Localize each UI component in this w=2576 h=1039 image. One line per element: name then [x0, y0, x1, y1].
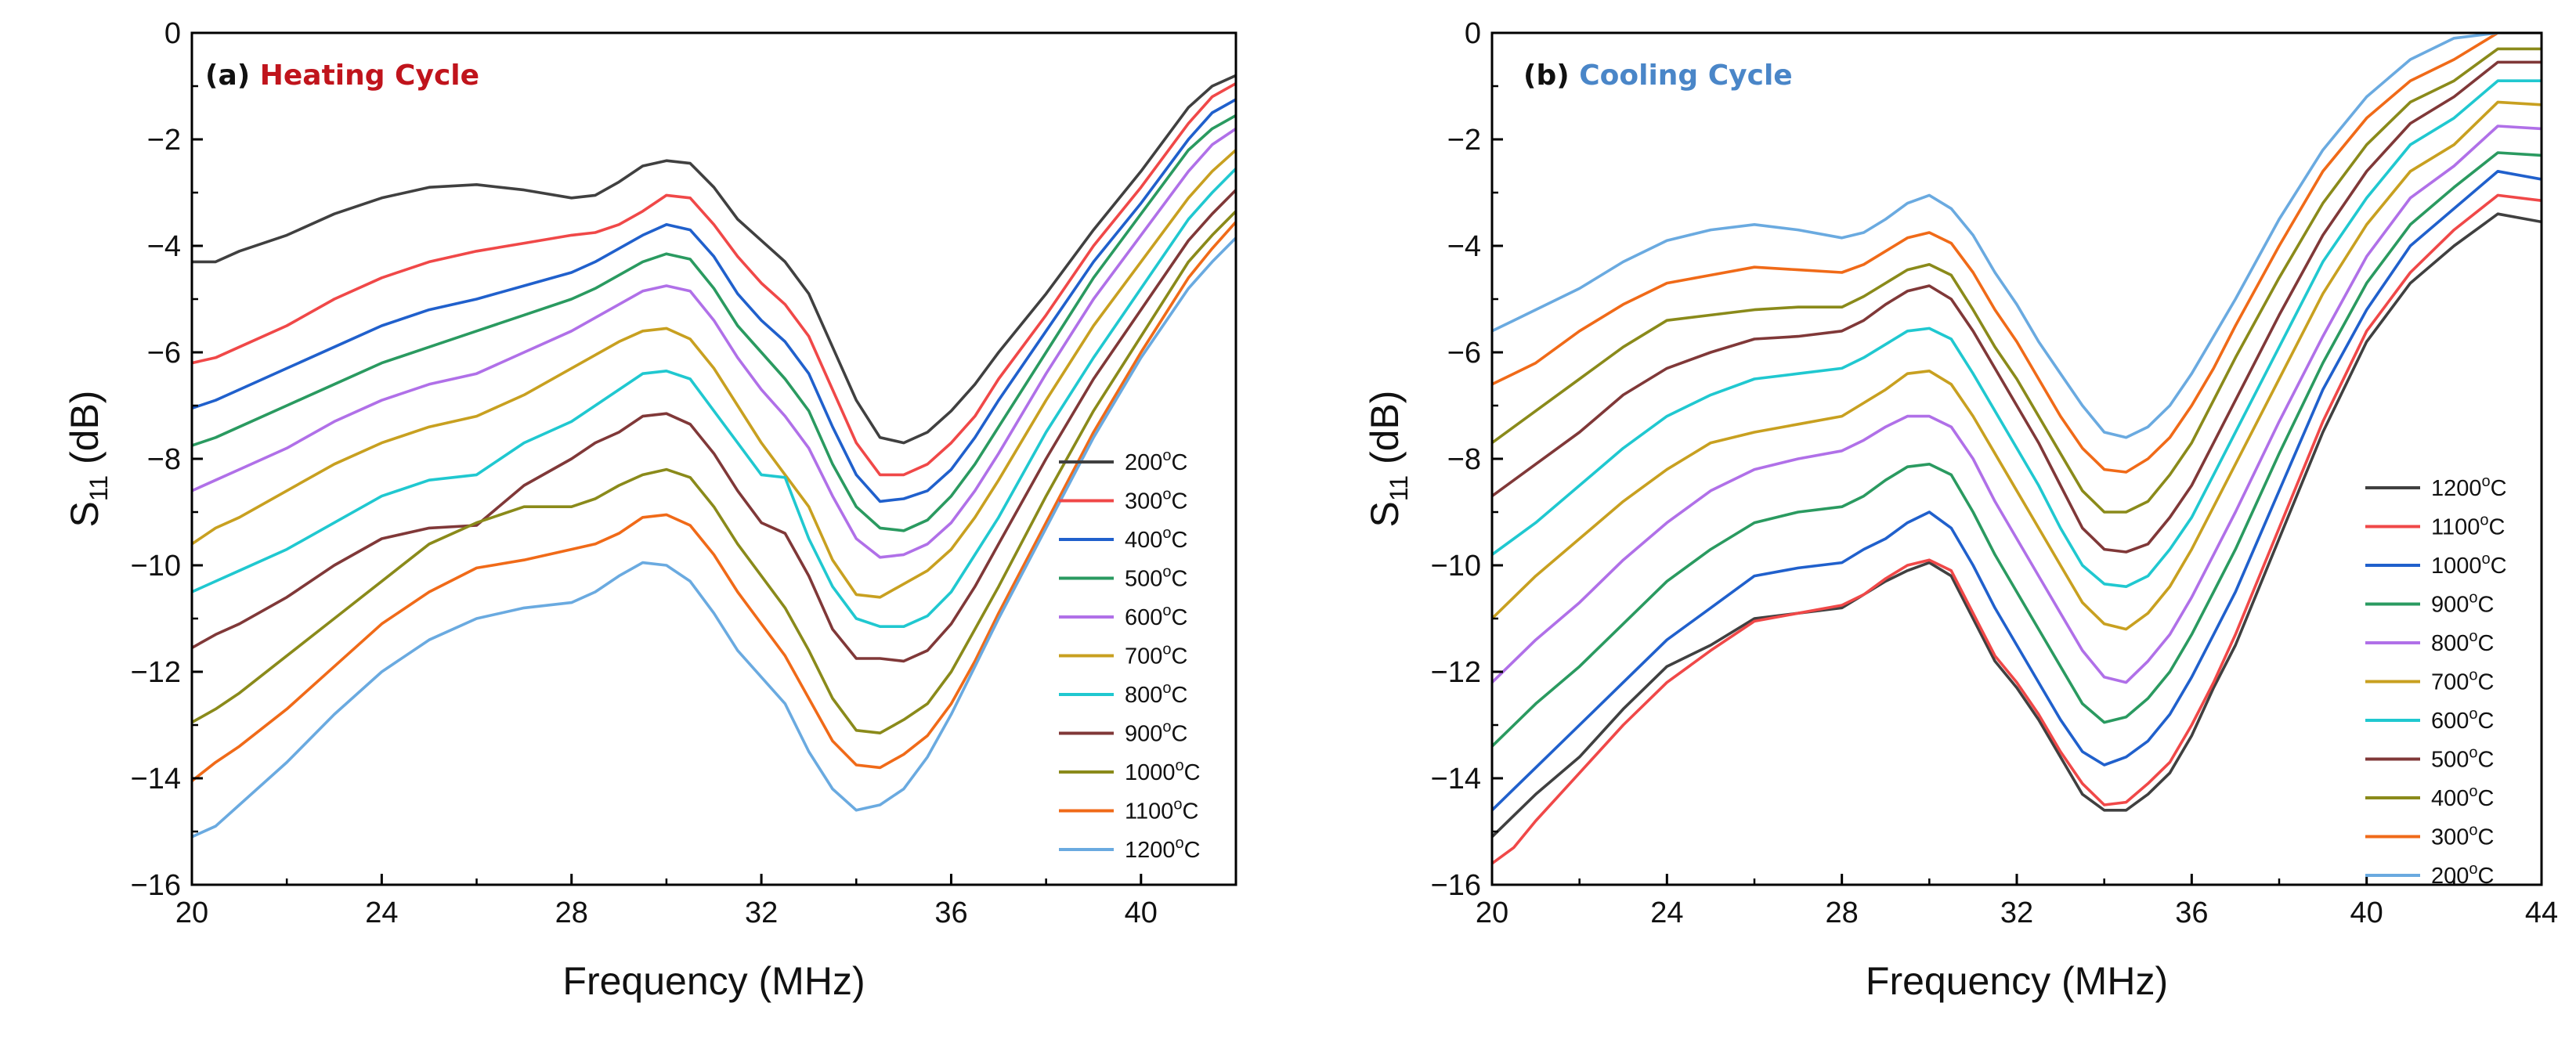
- y-tick-label: −2: [147, 124, 181, 157]
- y-tick-label: −8: [1447, 443, 1481, 476]
- y-tick-label: −4: [147, 230, 181, 263]
- series-line-900c: [1492, 151, 2542, 748]
- series-line-400c: [192, 98, 1236, 503]
- chart-panel-heating: 20 24 28 32 36 40 0 −2 −4 −6 −8 −10 −12 −14 −16 Frequen…: [63, 17, 1237, 1003]
- legend-label: 500oC: [2431, 745, 2494, 773]
- legend-label: 900oC: [1125, 719, 1187, 747]
- y-tick-label: −6: [1447, 337, 1481, 370]
- series-line-400c: [1492, 47, 2542, 514]
- y-tick-label: −16: [131, 869, 181, 902]
- series-line-300c: [1492, 33, 2542, 474]
- series-line-1200c: [192, 236, 1236, 839]
- y-tick-label: −6: [147, 337, 181, 370]
- series-line-500c: [192, 114, 1236, 532]
- series-line-300c: [192, 82, 1236, 477]
- series-line-700c: [1492, 100, 2542, 631]
- legend-label: 1000oC: [2431, 550, 2507, 579]
- series-line-1100c: [192, 221, 1236, 782]
- y-axis-label: S11 (dB): [63, 391, 113, 528]
- legend-label: 600oC: [1125, 602, 1187, 630]
- legend: 1200oC 1100oC 1000oC 900oC 800oC 700oC 600oC 50…: [2365, 473, 2507, 889]
- x-axis-label: Frequency (MHz): [562, 959, 865, 1003]
- series-line-600c: [1492, 79, 2542, 588]
- legend-label: 700oC: [2431, 667, 2494, 695]
- series-line-1100c: [1492, 193, 2542, 865]
- series-group: [1492, 33, 2542, 865]
- legend-label: 1200oC: [2431, 473, 2507, 501]
- x-tick-label: 40: [1125, 896, 1158, 929]
- chart-panel-cooling: 20 24 28 32 36 40 44 0 −2 −4 −6 −8 −10 −12 −14 −16 Frequ…: [1363, 17, 2558, 1003]
- series-line-500c: [1492, 60, 2542, 554]
- series-line-900c: [192, 189, 1236, 663]
- legend-label: 200oC: [1125, 447, 1187, 475]
- series-line-700c: [192, 149, 1236, 599]
- plot-frame: [1490, 31, 2543, 886]
- series-line-200c: [1492, 33, 2542, 439]
- legend-label: 600oC: [2431, 705, 2494, 734]
- series-line-800c: [192, 168, 1236, 628]
- y-tick-label: −14: [1431, 763, 1481, 795]
- series-line-1200c: [1492, 212, 2542, 839]
- legend-label: 1200oC: [1125, 835, 1201, 863]
- legend-label: 900oC: [2431, 590, 2494, 618]
- series-line-600c: [192, 127, 1236, 559]
- panel-title: (b) Cooling Cycle: [1523, 60, 1793, 92]
- legend-label: 400oC: [2431, 783, 2494, 811]
- series-line-1000c: [192, 210, 1236, 734]
- x-tick-label: 32: [2000, 896, 2033, 929]
- y-tick-label: 0: [1465, 17, 1481, 50]
- y-tick-label: −4: [1447, 230, 1481, 263]
- y-tick-label: −8: [147, 443, 181, 476]
- legend-label: 1100oC: [2431, 512, 2505, 540]
- series-line-200c: [192, 74, 1236, 445]
- x-tick-label: 28: [555, 896, 588, 929]
- panel-title: (a) Heating Cycle: [205, 60, 479, 92]
- legend-label: 800oC: [2431, 628, 2494, 656]
- legend-label: 1000oC: [1125, 757, 1201, 785]
- legend-label: 1100oC: [1125, 796, 1198, 824]
- y-tick-label: −10: [131, 550, 181, 583]
- x-tick-label: 36: [934, 896, 967, 929]
- x-tick-label: 28: [1826, 896, 1859, 929]
- x-tick-label: 40: [2350, 896, 2383, 929]
- y-axis-label: S11 (dB): [1363, 391, 1413, 528]
- y-tick-label: 0: [164, 17, 181, 50]
- legend-label: 200oC: [2431, 860, 2494, 889]
- series-line-800c: [1492, 124, 2542, 684]
- y-tick-label: −14: [131, 763, 181, 795]
- legend-label: 500oC: [1125, 564, 1187, 592]
- y-tick-label: −2: [1447, 124, 1481, 157]
- x-tick-label: 44: [2525, 896, 2558, 929]
- legend-label: 700oC: [1125, 641, 1187, 669]
- x-tick-label: 36: [2175, 896, 2208, 929]
- x-tick-label: 20: [175, 896, 208, 929]
- legend-label: 400oC: [1125, 525, 1187, 553]
- series-line-1000c: [1492, 170, 2542, 812]
- x-tick-label: 24: [365, 896, 398, 929]
- legend-label: 300oC: [2431, 822, 2494, 850]
- legend: 200oC 300oC 400oC 500oC 600oC 700oC 800oC 900oC…: [1059, 447, 1201, 863]
- x-tick-label: 24: [1650, 896, 1683, 929]
- y-tick-label: −16: [1431, 869, 1481, 902]
- legend-label: 800oC: [1125, 680, 1187, 708]
- y-tick-label: −12: [131, 656, 181, 689]
- y-tick-label: −10: [1431, 550, 1481, 583]
- x-tick-label: 20: [1476, 896, 1508, 929]
- x-tick-label: 32: [745, 896, 778, 929]
- x-axis-label: Frequency (MHz): [1866, 959, 2168, 1003]
- y-tick-label: −12: [1431, 656, 1481, 689]
- legend-label: 300oC: [1125, 486, 1187, 514]
- series-group: [192, 74, 1236, 839]
